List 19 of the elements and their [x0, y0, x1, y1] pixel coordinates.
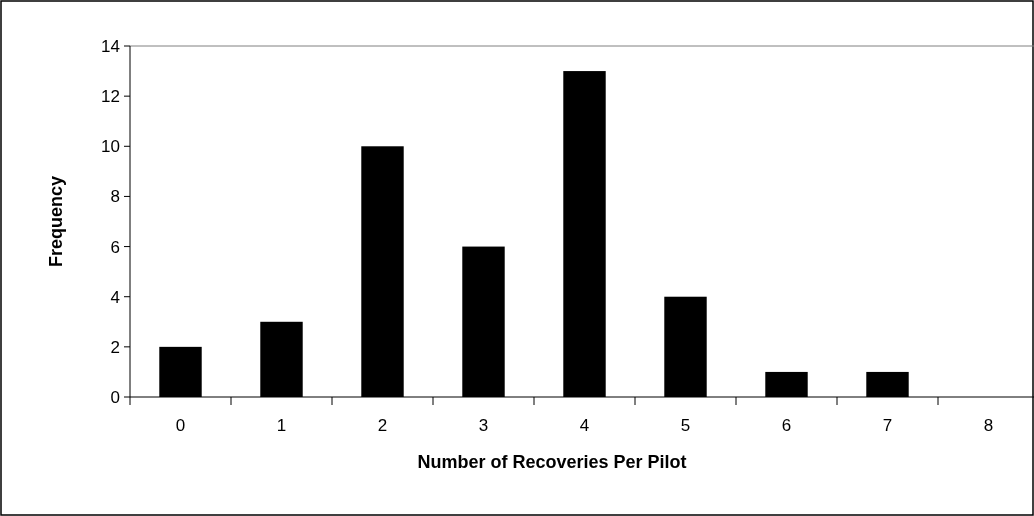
y-tick-label: 10: [101, 137, 120, 157]
y-tick-label: 12: [101, 87, 120, 107]
y-tick-label: 2: [110, 337, 120, 357]
y-tick-label: 6: [110, 237, 120, 257]
y-tick-label: 4: [110, 287, 120, 307]
x-axis-title: Number of Recoveries Per Pilot: [417, 452, 687, 472]
x-tick-label: 0: [175, 416, 186, 435]
x-tick-label: 5: [680, 416, 691, 435]
y-tick-label: 0: [110, 387, 120, 407]
x-tick-label: 4: [579, 416, 590, 435]
x-tick-label: 6: [781, 416, 792, 435]
x-tick-label: 2: [377, 416, 388, 435]
y-tick-label: 8: [110, 187, 120, 207]
x-tick-label: 7: [882, 416, 893, 435]
y-tick-label: 14: [101, 36, 120, 56]
y-axis-title: Frequency: [46, 175, 66, 268]
x-tick-label: 8: [983, 416, 994, 435]
x-tick-label: 1: [276, 416, 287, 435]
x-tick-label: 3: [478, 416, 489, 435]
